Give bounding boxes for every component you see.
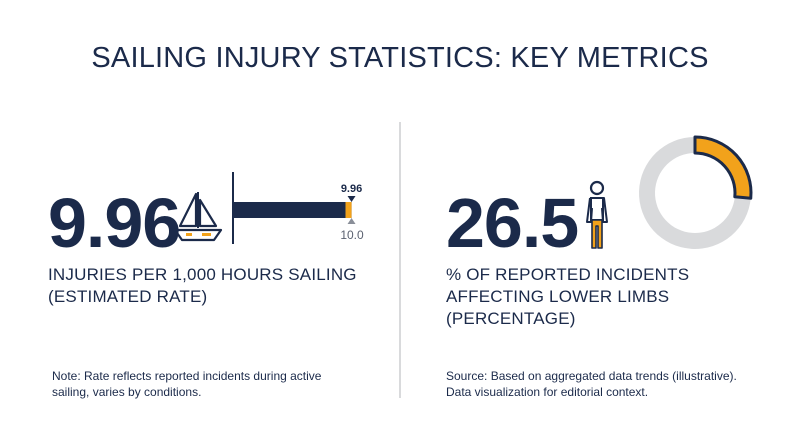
bar-value <box>234 202 346 218</box>
lower-limb-label-line: % OF REPORTED INCIDENTS <box>446 265 690 284</box>
lower-limb-label-line: (PERCENTAGE) <box>446 309 576 328</box>
bar-value-label: 9.96 <box>341 183 362 195</box>
bar-max-label: 10.0 <box>340 228 364 242</box>
sailboat-icon <box>173 192 223 242</box>
injury-rate-note: Note: Rate reflects reported incidents d… <box>52 368 321 400</box>
injury-rate-value: 9.96 <box>48 184 181 262</box>
lower-limb-percentage-value: 26.5 <box>446 184 579 262</box>
donut-highlight-arc <box>693 135 753 200</box>
bar-accent <box>345 202 352 218</box>
injury-rate-note-line: sailing, varies by conditions. <box>52 385 202 399</box>
lower-limb-label: % OF REPORTED INCIDENTS AFFECTING LOWER … <box>446 264 689 330</box>
bar-max-marker <box>347 218 356 224</box>
injury-rate-note-line: Note: Rate reflects reported incidents d… <box>52 369 322 383</box>
lower-limb-donut-chart <box>639 135 753 249</box>
bar-value-marker <box>347 196 356 202</box>
injury-rate-label-line: (ESTIMATED RATE) <box>48 287 208 306</box>
lower-limb-label-line: AFFECTING LOWER LIMBS <box>446 287 670 306</box>
injury-rate-label: INJURIES PER 1,000 HOURS SAILING (ESTIMA… <box>48 264 357 308</box>
column-divider <box>399 122 401 398</box>
person-icon <box>586 180 608 249</box>
injury-rate-bar-chart: 9.96 10.0 <box>232 172 364 244</box>
injury-rate-label-line: INJURIES PER 1,000 HOURS SAILING <box>48 265 357 284</box>
lower-limb-note: Source: Based on aggregated data trends … <box>446 368 737 400</box>
lower-limb-note-line: Source: Based on aggregated data trends … <box>446 369 737 383</box>
page-title: SAILING INJURY STATISTICS: KEY METRICS <box>91 42 709 74</box>
lower-limb-note-line: Data visualization for editorial context… <box>446 385 649 399</box>
